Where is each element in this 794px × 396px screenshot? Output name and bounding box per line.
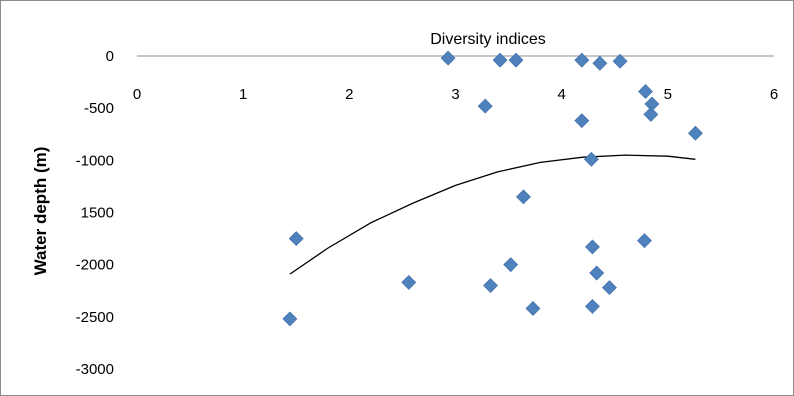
y-tick-label: 1500 [81, 205, 114, 222]
x-tick-label: 6 [770, 86, 778, 103]
data-point [516, 189, 531, 205]
axes-layer: 0 1 2 3 4 5 6 0 -500 -1000 1500 -2000 -2500 -3000 [76, 48, 779, 378]
data-point [282, 311, 298, 327]
y-axis-label: Water depth (m) [31, 147, 50, 276]
data-point [585, 298, 600, 314]
data-point [602, 280, 617, 296]
data-point [574, 113, 590, 129]
data-point [638, 84, 653, 99]
data-point [503, 257, 519, 273]
x-tick-label: 5 [664, 86, 672, 103]
x-tick-label: 0 [133, 86, 141, 103]
data-point [612, 53, 628, 69]
y-tick-label: -2000 [76, 257, 114, 274]
data-point [508, 52, 524, 68]
x-tick-label: 3 [451, 86, 459, 103]
data-point [583, 151, 599, 167]
y-tick-label: -1000 [76, 152, 114, 169]
data-point [483, 278, 498, 293]
data-point [440, 50, 456, 66]
data-point [477, 98, 493, 114]
data-point [643, 107, 659, 122]
y-tick-label: -3000 [76, 361, 114, 378]
data-point [637, 233, 652, 249]
data-point [525, 301, 541, 316]
data-point [589, 265, 605, 281]
data-point [574, 52, 590, 68]
trendline [289, 154, 696, 275]
data-point [288, 231, 304, 247]
points-layer [282, 50, 703, 327]
y-tick-label: 0 [106, 48, 114, 65]
data-point [585, 239, 600, 255]
x-tick-label: 1 [239, 86, 247, 103]
data-point [492, 52, 508, 68]
x-tick-label: 2 [345, 86, 353, 103]
x-tick-label: 4 [557, 86, 565, 103]
trendline-layer [289, 154, 696, 275]
data-point [688, 125, 703, 141]
data-point [592, 55, 608, 71]
y-tick-label: -500 [84, 100, 114, 117]
y-tick-label: -2500 [76, 309, 114, 326]
chart-title: Diversity indices [430, 31, 546, 48]
data-point [401, 274, 417, 290]
